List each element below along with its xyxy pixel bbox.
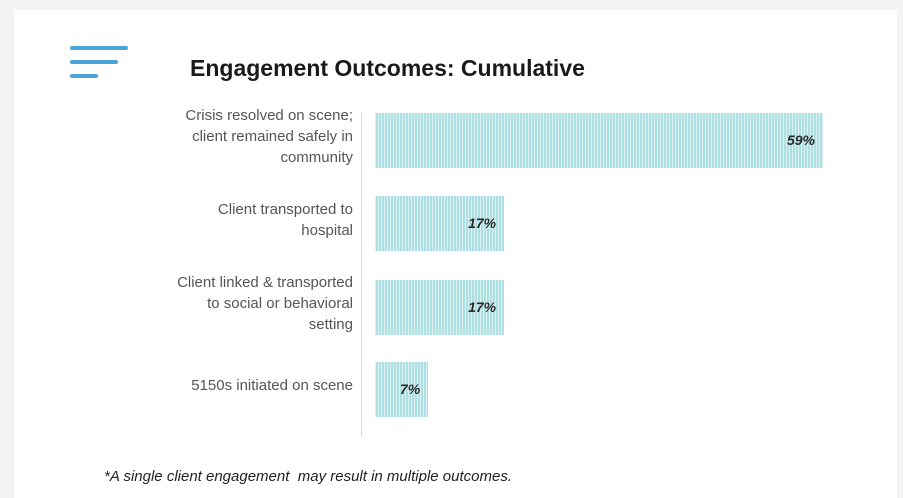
chart-card bbox=[14, 10, 897, 498]
bar-1 bbox=[375, 113, 823, 168]
footnote: *A single client engagement may result i… bbox=[104, 468, 512, 485]
bar-value-label-3: 17% bbox=[468, 298, 497, 315]
category-label-1: Crisis resolved on scene; client remaine… bbox=[185, 107, 353, 166]
category-label-2: Client transported to hospital bbox=[217, 200, 353, 239]
bar-value-label-2: 17% bbox=[468, 214, 497, 231]
bar-2 bbox=[375, 196, 505, 251]
chart-title: Engagement Outcomes: Cumulative bbox=[190, 55, 585, 81]
bar-3 bbox=[375, 280, 505, 335]
category-axis-line bbox=[361, 112, 362, 437]
bar-value-label-4: 7% bbox=[399, 380, 421, 397]
bar-value-label-1: 59% bbox=[786, 131, 815, 148]
menu-lines-icon bbox=[70, 46, 130, 90]
bar-4 bbox=[375, 362, 429, 417]
category-label-4: 5150s initiated on scene bbox=[191, 377, 353, 394]
category-label-3: Client linked & transported to social or… bbox=[177, 274, 353, 333]
